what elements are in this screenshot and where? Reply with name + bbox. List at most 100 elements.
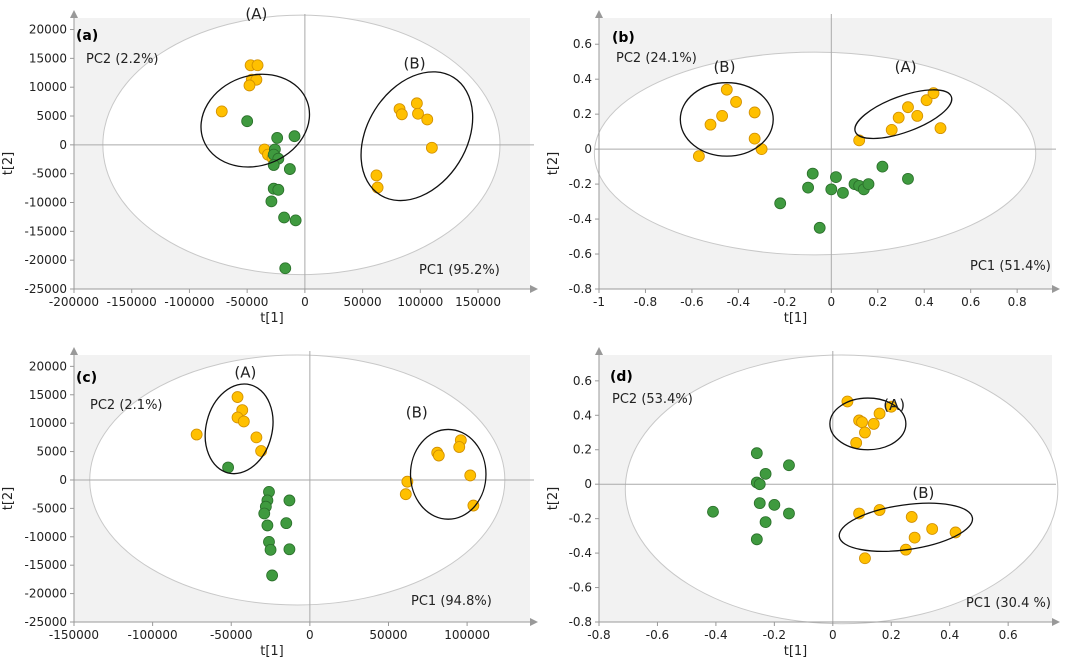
green-sample-point — [759, 516, 772, 528]
group-label: (B) — [713, 58, 735, 76]
x-tick-label: -0.8 — [634, 295, 657, 309]
x-axis-label: t[1] — [260, 644, 284, 659]
group-ellipse — [829, 397, 907, 451]
x-tick-label: -200000 — [49, 295, 99, 309]
y-tick-label: -20000 — [24, 587, 67, 601]
group-ellipse — [204, 383, 274, 475]
x-tick-label: -0.2 — [773, 295, 796, 309]
yellow-sample-point — [250, 431, 263, 444]
y-axis-label: t[2] — [546, 152, 561, 176]
y-tick-label: -0.6 — [569, 247, 592, 261]
x-axis-arrow — [530, 618, 538, 626]
yellow-sample-point — [867, 418, 880, 430]
x-tick-label: 0.6 — [961, 295, 980, 309]
y-tick-label: 15000 — [29, 388, 67, 402]
panel-b: -1 -0.8 -0.6 -0.4 -0.2 0 0.2 0.4 0.6 0.8-0.8-0.6-… — [546, 10, 1060, 326]
yellow-sample-point — [399, 488, 412, 501]
y-axis-label: t[2] — [1, 152, 16, 176]
x-tick-label: 0.2 — [868, 295, 887, 309]
yellow-sample-point — [237, 415, 250, 428]
x-tick-label: 50000 — [344, 295, 382, 309]
group-ellipse — [679, 82, 774, 157]
y-axis-arrow — [595, 10, 603, 18]
green-sample-point — [265, 195, 278, 208]
yellow-sample-point — [730, 96, 742, 108]
green-sample-point — [802, 181, 814, 194]
yellow-sample-point — [432, 449, 445, 462]
panel-label: (d) — [610, 369, 633, 385]
green-sample-point — [783, 507, 795, 520]
yellow-sample-point — [720, 83, 733, 96]
x-axis-arrow — [530, 285, 538, 293]
group-ellipse — [409, 428, 487, 520]
yellow-sample-point — [755, 143, 768, 156]
green-sample-point — [768, 498, 781, 511]
y-axis-arrow — [595, 347, 603, 355]
y-tick-label: -5000 — [32, 501, 67, 515]
green-sample-point — [902, 172, 914, 185]
green-sample-point — [753, 497, 766, 510]
group-label: (A) — [234, 364, 256, 382]
yellow-sample-point — [748, 106, 761, 119]
yellow-sample-point — [934, 122, 947, 135]
x-tick-label: -0.8 — [587, 628, 610, 642]
y-tick-label: -0.4 — [569, 546, 592, 560]
green-sample-point — [279, 262, 292, 275]
panel-label: (c) — [76, 370, 97, 386]
green-sample-point — [288, 130, 301, 143]
x-tick-label: 0.4 — [940, 628, 959, 642]
x-tick-label: -100000 — [164, 295, 214, 309]
green-sample-point — [862, 178, 875, 190]
green-sample-point — [707, 505, 719, 518]
yellow-sample-point — [905, 511, 918, 523]
group-label: (B) — [406, 403, 428, 421]
group-ellipse — [854, 89, 953, 140]
green-sample-point — [876, 160, 889, 173]
panel-label: (a) — [76, 28, 98, 44]
green-sample-point — [783, 459, 795, 472]
yellow-sample-point — [395, 108, 408, 121]
y-tick-label: 10000 — [29, 80, 67, 94]
green-sample-point — [258, 507, 271, 520]
y-tick-label: 20000 — [29, 23, 67, 37]
green-sample-point — [813, 221, 826, 234]
pc2-variance-label: PC2 (2.2%) — [86, 52, 159, 67]
yellow-sample-point — [215, 105, 228, 118]
y-axis-label: t[2] — [546, 487, 561, 511]
x-tick-label: -1 — [593, 295, 605, 309]
y-tick-label: 0.2 — [573, 443, 592, 457]
y-tick-label: -5000 — [32, 167, 67, 181]
panel-d: -0.8 -0.6 -0.4 -0.2 0 0.2 0.4 0.6 -0.8 -0.6 -0.4 -0… — [546, 347, 1060, 659]
yellow-sample-point — [704, 118, 717, 131]
pc1-variance-label: PC1 (95.2%) — [419, 263, 500, 278]
y-tick-label: 20000 — [29, 359, 67, 373]
y-tick-label: 0 — [59, 473, 67, 487]
y-tick-label: -25000 — [24, 615, 67, 629]
green-sample-point — [241, 115, 254, 128]
x-tick-label: 0.6 — [999, 628, 1018, 642]
green-sample-point — [278, 211, 291, 224]
green-sample-point — [753, 478, 766, 491]
x-tick-label: -0.2 — [763, 628, 786, 642]
yellow-sample-point — [908, 531, 921, 544]
yellow-sample-point — [716, 110, 729, 122]
x-tick-label: 100000 — [444, 628, 490, 642]
y-tick-label: -15000 — [24, 224, 67, 238]
green-sample-point — [825, 183, 838, 196]
y-tick-label: -10000 — [24, 196, 67, 210]
panel-a: -200000 -150000 -100000 -50000 0 50000 100000 1… — [1, 5, 538, 326]
green-sample-point — [837, 186, 849, 199]
y-tick-label: 0.2 — [573, 107, 592, 121]
pc2-variance-label: PC2 (2.1%) — [90, 398, 163, 413]
y-tick-label: -10000 — [24, 530, 67, 544]
green-sample-point — [283, 543, 296, 556]
pc1-variance-label: PC1 (51.4%) — [970, 259, 1051, 274]
yellow-sample-point — [412, 107, 424, 120]
x-tick-label: -50000 — [210, 628, 253, 642]
x-axis-label: t[1] — [260, 311, 284, 326]
x-tick-label: 50000 — [369, 628, 407, 642]
y-tick-label: -15000 — [24, 558, 67, 572]
yellow-sample-point — [421, 113, 434, 126]
green-sample-point — [289, 214, 302, 227]
pc1-variance-label: PC1 (30.4 %) — [966, 596, 1051, 611]
